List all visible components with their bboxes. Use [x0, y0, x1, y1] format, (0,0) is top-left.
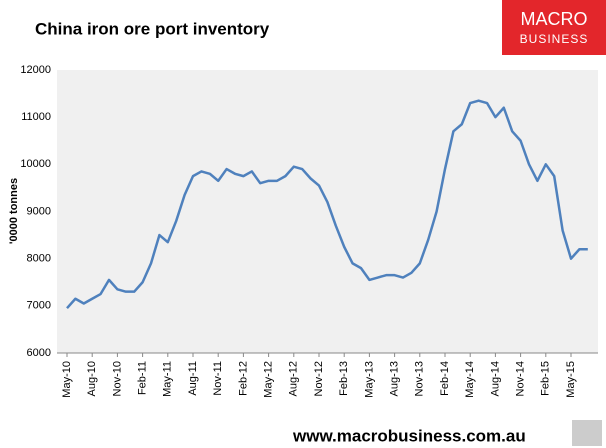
- logo-text: MACRO: [521, 9, 588, 29]
- x-tick-label: May-14: [464, 361, 476, 398]
- x-tick-label: Nov-10: [111, 361, 123, 396]
- x-tick-label: May-10: [61, 361, 73, 398]
- y-tick-label: 8000: [27, 253, 51, 265]
- y-tick-label: 6000: [27, 347, 51, 359]
- y-axis-label: '0000 tonnes: [8, 178, 20, 244]
- x-tick-label: May-13: [363, 361, 375, 398]
- chart-title: China iron ore port inventory: [35, 19, 270, 38]
- x-tick-label: Nov-13: [414, 361, 426, 396]
- x-tick-label: Nov-11: [212, 361, 224, 396]
- x-tick-label: Nov-14: [515, 361, 527, 396]
- y-tick-label: 12000: [20, 64, 51, 76]
- x-tick-label: May-12: [263, 361, 275, 398]
- x-tick-label: May-15: [565, 361, 577, 398]
- x-tick-label: Feb-14: [439, 361, 451, 396]
- x-tick-label: Aug-10: [86, 361, 98, 396]
- y-tick-label: 7000: [27, 300, 51, 312]
- y-tick-label: 11000: [21, 111, 51, 123]
- x-tick-label: Nov-12: [313, 361, 325, 396]
- x-tick-label: May-11: [162, 361, 174, 397]
- logo: [502, 0, 606, 55]
- logo-icon: [572, 420, 602, 446]
- x-tick-label: Feb-11: [137, 361, 149, 395]
- logo-text: BUSINESS: [520, 32, 589, 46]
- y-tick-label: 9000: [27, 205, 51, 217]
- x-tick-label: Feb-13: [338, 361, 350, 396]
- y-tick-label: 10000: [20, 158, 51, 170]
- x-tick-label: Feb-12: [237, 361, 249, 396]
- x-tick-label: Feb-15: [540, 361, 552, 396]
- x-tick-label: Aug-13: [389, 361, 401, 396]
- x-tick-label: Aug-11: [187, 361, 199, 396]
- x-tick-label: Aug-14: [489, 361, 501, 396]
- x-tick-label: Aug-12: [288, 361, 300, 396]
- footer: www.macrobusiness.com.au: [292, 426, 526, 445]
- line-series: [66, 99, 588, 310]
- plot-area: [57, 70, 598, 353]
